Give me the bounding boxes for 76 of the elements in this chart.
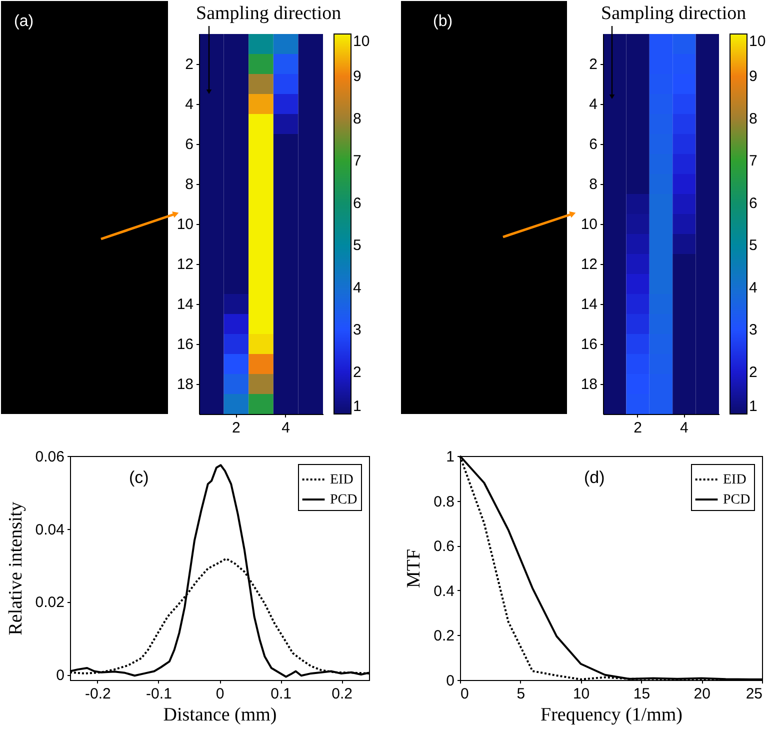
color-bar-label: 7 [353,152,362,170]
legend-label: PCD [330,492,358,508]
x-tick-label: 2 [232,420,240,436]
x-tick-label: 25 [746,686,762,702]
color-bar-label: 8 [749,110,758,128]
y-tick-label: 12 [580,256,598,273]
color-bar-label: 10 [353,33,370,50]
color-bar-label: 9 [353,68,362,86]
y-tick-label: 4 [589,96,598,113]
y-tick-label: 16 [176,336,194,353]
legend-label: EID [723,472,746,488]
x-tick-label: 20 [694,686,710,702]
text: Sampling direction [196,3,342,24]
y-tick-label: 16 [580,336,598,353]
color-bar-label: 3 [749,322,758,339]
x-tick-label: -0.2 [85,686,111,702]
y-tick-label: 6 [589,136,598,153]
color-bar-label: 3 [353,322,362,339]
color-bar-label: 4 [749,279,758,296]
y-tick-label: 6 [185,136,194,153]
x-tick-label: 15 [633,686,650,702]
y-axis-title: MTF [404,548,425,588]
color-bar-label: 5 [749,237,758,254]
x-tick-label: 4 [282,420,290,436]
text: (b) [433,13,453,30]
y-tick-label: 2 [589,56,598,73]
y-tick-label: 0 [446,672,454,690]
y-tick-label: 0 [56,667,64,684]
y-tick-label: 10 [580,216,598,233]
x-axis-title: Frequency (1/mm) [540,704,682,726]
color-bar-label: 2 [353,364,362,381]
y-tick-label: 0.6 [434,538,454,556]
color-bar-label: 10 [749,33,766,50]
x-tick-label: 0 [216,686,224,702]
y-tick-label: 8 [185,176,194,193]
annotation: (d) [584,468,605,487]
y-tick-label: 2 [185,56,194,73]
color-bar-label: 1 [749,398,758,415]
y-axis-title: Relative intensity [5,501,26,636]
y-tick-label: 1 [446,448,454,466]
color-bar-label: 9 [749,68,758,86]
annotation: (c) [129,468,149,487]
y-tick-label: 0.8 [434,493,454,510]
x-axis-title: Distance (mm) [163,704,277,726]
y-tick-label: 0.02 [35,594,64,612]
y-tick-label: 18 [176,376,194,393]
color-bar-label: 6 [749,194,758,212]
x-tick-label: 0.1 [270,686,292,702]
y-tick-label: 14 [176,296,194,313]
color-bar-label: 7 [749,152,758,170]
color-bar-label: 2 [749,364,758,381]
color-bar-label: 4 [353,279,362,296]
y-tick-label: 14 [580,296,598,313]
x-tick-label: -0.1 [146,686,172,702]
y-tick-label: 10 [176,216,194,233]
y-tick-label: 0.2 [434,628,454,645]
x-tick-label: 2 [634,420,642,436]
x-tick-label: 5 [516,686,526,702]
y-tick-label: 0.4 [434,582,454,600]
text: Sampling direction [601,3,747,24]
x-tick-label: 0.2 [332,686,352,702]
text: (a) [14,13,34,30]
y-tick-label: 8 [589,176,598,193]
x-tick-label: 4 [680,420,688,436]
y-tick-label: 0.04 [35,521,64,538]
color-bar-label: 8 [353,110,362,128]
color-bar-label: 6 [353,194,362,212]
color-bar-label: 5 [353,237,362,254]
y-tick-label: 4 [185,96,194,113]
legend-label: EID [330,472,354,488]
y-tick-label: 18 [580,376,598,393]
y-tick-label: 0.06 [35,448,64,466]
color-bar-label: 1 [353,398,362,415]
x-tick-label: 0 [460,686,469,702]
y-tick-label: 12 [176,256,194,273]
legend-label: PCD [723,492,750,508]
